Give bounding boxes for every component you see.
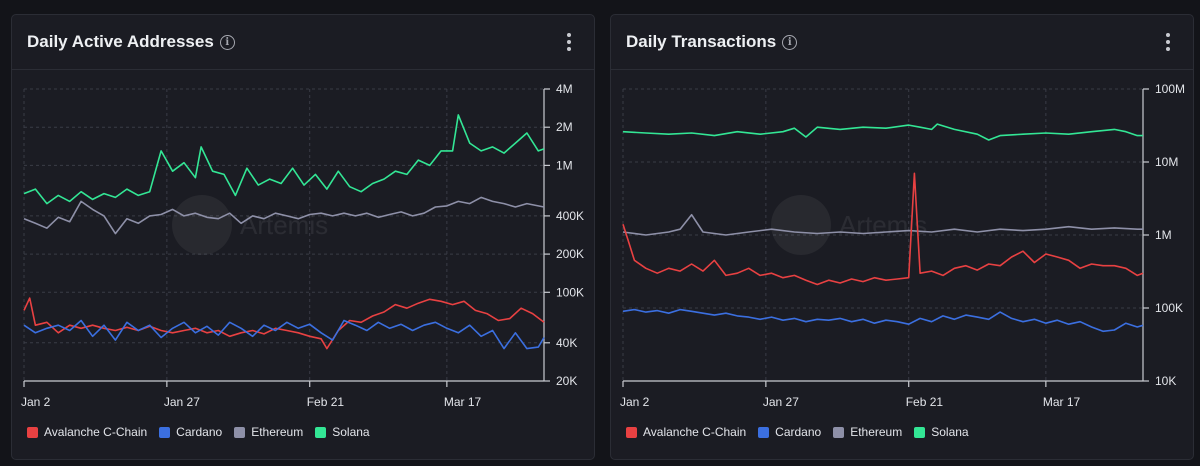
more-options-icon[interactable]: [566, 33, 572, 51]
info-icon[interactable]: i: [782, 35, 798, 50]
legend-swatch: [234, 426, 246, 438]
legend-item-cardano[interactable]: Cardano: [758, 425, 821, 439]
series-line-solana: [622, 123, 1143, 141]
x-tick-label: Jan 27: [763, 395, 799, 409]
y-tick-label: 100M: [1155, 82, 1185, 96]
legend-swatch: [758, 426, 770, 438]
x-tick-label: Feb 21: [307, 395, 345, 409]
watermark: Artemis: [771, 195, 927, 255]
artemis-logo-icon: [172, 195, 232, 255]
legend-swatch: [914, 426, 926, 438]
legend-item-avalanche-c-chain[interactable]: Avalanche C-Chain: [27, 425, 147, 439]
y-tick-label: 200K: [556, 247, 584, 261]
legend-item-ethereum[interactable]: Ethereum: [833, 425, 902, 439]
daily-active-addresses-chart: Artemis 4M 2M 1M 400K 200K 100K 40K 20K Jan 2 Jan …: [21, 82, 584, 409]
panel-header: Daily Active Addresses i: [12, 15, 594, 70]
series-line-avalanche-c-chain: [23, 297, 545, 350]
legend-label: Ethereum: [251, 425, 304, 439]
legend-label: Solana: [931, 425, 969, 439]
legend-swatch: [626, 426, 637, 438]
y-tick-label: 400K: [556, 209, 584, 223]
legend-swatch: [315, 426, 327, 438]
y-tick-label: 1M: [1155, 228, 1172, 242]
x-tick-label: Feb 21: [906, 395, 944, 409]
legend-swatch: [159, 426, 171, 438]
series-line-avalanche-c-chain: [622, 172, 1144, 286]
x-tick-label: Jan 2: [21, 395, 51, 409]
panel-title: Daily Transactions i: [626, 32, 798, 52]
x-tick-label: Mar 17: [1043, 395, 1081, 409]
legend-label: Ethereum: [850, 425, 903, 439]
grid: [23, 88, 544, 382]
x-tick-label: Jan 2: [620, 395, 650, 409]
series-line-ethereum: [622, 213, 1143, 236]
panel-title: Daily Active Addresses i: [27, 32, 235, 52]
legend-label: Cardano: [176, 425, 223, 439]
y-tick-label: 2M: [556, 120, 573, 134]
daily-transactions-chart: Artemis 100M 10M 1M 100K 10K Jan 2 Jan 27 Feb 21…: [620, 82, 1185, 409]
watermark: Artemis: [172, 195, 328, 255]
legend-item-ethereum[interactable]: Ethereum: [234, 425, 303, 439]
legend-label: Cardano: [775, 425, 822, 439]
daily-active-addresses-panel: Daily Active Addresses i Artemis 4M 2M 1M 400…: [11, 14, 595, 460]
legend-label: Solana: [332, 425, 370, 439]
panel-header: Daily Transactions i: [611, 15, 1193, 70]
y-tick-label: 100K: [1155, 301, 1183, 315]
series-line-ethereum: [23, 196, 545, 235]
legend-item-solana[interactable]: Solana: [914, 425, 969, 439]
watermark-text: Artemis: [839, 210, 927, 240]
series-line-solana: [23, 114, 545, 205]
chart-legend: Avalanche C-Chain Cardano Ethereum Solana: [626, 425, 969, 439]
legend-item-solana[interactable]: Solana: [315, 425, 370, 439]
y-tick-label: 10K: [1155, 374, 1176, 388]
legend-swatch: [27, 426, 38, 438]
info-icon[interactable]: i: [219, 35, 235, 50]
y-tick-label: 4M: [556, 82, 573, 96]
daily-transactions-panel: Daily Transactions i Artemis 100M 10M 1M 100K…: [610, 14, 1194, 460]
y-tick-label: 1M: [556, 158, 573, 172]
legend-label: Avalanche C-Chain: [44, 425, 148, 439]
artemis-logo-icon: [771, 195, 831, 255]
legend-swatch: [833, 426, 845, 438]
chart-legend: Avalanche C-Chain Cardano Ethereum Solana: [27, 425, 370, 439]
y-tick-label: 20K: [556, 374, 577, 388]
series-line-cardano: [23, 319, 545, 350]
legend-label: Avalanche C-Chain: [643, 425, 747, 439]
y-tick-label: 10M: [1155, 155, 1178, 169]
y-tick-label: 100K: [556, 285, 584, 299]
more-options-icon[interactable]: [1165, 33, 1171, 51]
legend-item-cardano[interactable]: Cardano: [159, 425, 222, 439]
series-line-cardano: [622, 308, 1144, 333]
x-tick-label: Mar 17: [444, 395, 482, 409]
legend-item-avalanche-c-chain[interactable]: Avalanche C-Chain: [626, 425, 746, 439]
x-tick-label: Jan 27: [164, 395, 200, 409]
y-tick-label: 40K: [556, 336, 577, 350]
